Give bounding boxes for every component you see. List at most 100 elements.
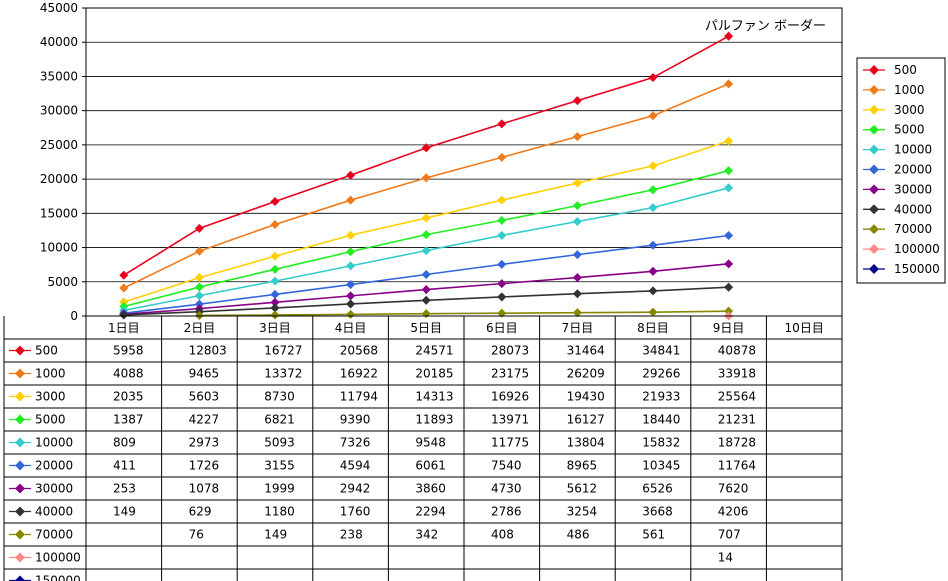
table-row-label: 1000 [35, 367, 66, 381]
table-cell: 16727 [264, 344, 302, 358]
legend-label: 150000 [894, 262, 940, 276]
table-cell: 6061 [415, 459, 446, 473]
table-cell: 12803 [189, 344, 227, 358]
data-point [194, 246, 204, 256]
table-key-marker [15, 391, 25, 402]
data-point [194, 282, 204, 292]
legend-label: 1000 [894, 83, 925, 97]
data-point [194, 291, 204, 301]
legend-label: 40000 [894, 202, 932, 216]
table-cell: 19430 [567, 390, 605, 404]
table-cell: 1387 [113, 413, 144, 427]
table-cell: 40878 [718, 344, 756, 358]
data-point [724, 136, 734, 146]
data-point [497, 230, 507, 240]
table-row-label: 20000 [35, 459, 73, 473]
table-cell: 2786 [491, 505, 522, 519]
legend-label: 30000 [894, 182, 932, 196]
table-key-marker [15, 437, 25, 448]
data-point [119, 310, 129, 320]
category-label: 5日目 [410, 321, 442, 335]
legend-key-marker [869, 184, 879, 195]
table-row-label: 3000 [35, 390, 66, 404]
data-point [497, 152, 507, 162]
y-tick-label: 0 [70, 309, 78, 323]
table-cell: 11764 [718, 459, 756, 473]
table-cell: 238 [340, 528, 363, 542]
chart-title: パルファン ボーダー [705, 19, 826, 34]
data-point [724, 306, 734, 316]
table-cell: 4206 [718, 505, 749, 519]
table-cell: 11775 [491, 436, 529, 450]
table-cell: 5612 [567, 482, 598, 496]
legend-key-marker [869, 65, 879, 75]
table-cell: 6821 [264, 413, 295, 427]
table-cell: 2294 [415, 505, 446, 519]
table-cell: 2942 [340, 482, 371, 496]
table-cell: 13804 [567, 436, 605, 450]
table-cell: 809 [113, 436, 136, 450]
table-cell: 16926 [491, 390, 529, 404]
y-tick-label: 30000 [40, 104, 78, 118]
y-tick-label: 15000 [40, 206, 78, 220]
table-cell: 7326 [340, 436, 371, 450]
table-cell: 13372 [264, 367, 302, 381]
table-cell: 29266 [642, 367, 680, 381]
table-cell: 9548 [415, 436, 446, 450]
y-tick-label: 40000 [40, 35, 78, 49]
table-cell: 9390 [340, 413, 371, 427]
table-cell: 11794 [340, 390, 378, 404]
table-cell: 6526 [642, 482, 673, 496]
category-label: 10日目 [785, 321, 824, 335]
table-key-marker [15, 345, 25, 356]
table-cell: 411 [113, 459, 136, 473]
table-cell: 149 [264, 528, 287, 542]
data-point [497, 215, 507, 225]
legend-label: 5000 [894, 123, 925, 137]
table-cell: 8965 [567, 459, 598, 473]
data-point [119, 270, 129, 280]
table-cell: 23175 [491, 367, 529, 381]
table-cell: 16127 [567, 413, 605, 427]
table-cell: 4088 [113, 367, 144, 381]
table-key-marker [15, 414, 25, 425]
legend-key-marker [869, 164, 879, 175]
y-tick-label: 20000 [40, 172, 78, 186]
table-cell: 18728 [718, 436, 756, 450]
table-cell: 76 [189, 528, 204, 542]
table-row-label: 40000 [35, 505, 73, 519]
table-key-marker [15, 483, 25, 494]
table-row-label: 30000 [35, 482, 73, 496]
table-cell: 9465 [189, 367, 220, 381]
data-point [497, 119, 507, 129]
legend-label: 500 [894, 63, 917, 77]
table-cell: 10345 [642, 459, 680, 473]
table-cell: 1180 [264, 505, 295, 519]
legend-label: 20000 [894, 163, 932, 177]
table-row-label: 150000 [35, 574, 81, 581]
data-point [497, 195, 507, 205]
table-cell: 15832 [642, 436, 680, 450]
table-cell: 1078 [189, 482, 220, 496]
legend-key-marker [869, 204, 879, 215]
data-point [119, 283, 129, 293]
category-label: 3日目 [259, 321, 291, 335]
data-point [724, 166, 734, 176]
table-cell: 5093 [264, 436, 295, 450]
data-point [724, 230, 734, 241]
table-cell: 24571 [415, 344, 453, 358]
data-point [724, 79, 734, 89]
data-point [194, 223, 204, 233]
table-cell: 26209 [567, 367, 605, 381]
table-key-marker [15, 575, 25, 581]
table-cell: 21933 [642, 390, 680, 404]
legend-label: 3000 [894, 103, 925, 117]
category-label: 1日目 [108, 321, 140, 335]
category-label: 7日目 [562, 321, 594, 335]
table-cell: 4227 [189, 413, 220, 427]
table-cell: 1999 [264, 482, 295, 496]
table-cell: 3860 [415, 482, 446, 496]
legend-label: 70000 [894, 222, 932, 236]
legend-key-marker [869, 104, 879, 115]
